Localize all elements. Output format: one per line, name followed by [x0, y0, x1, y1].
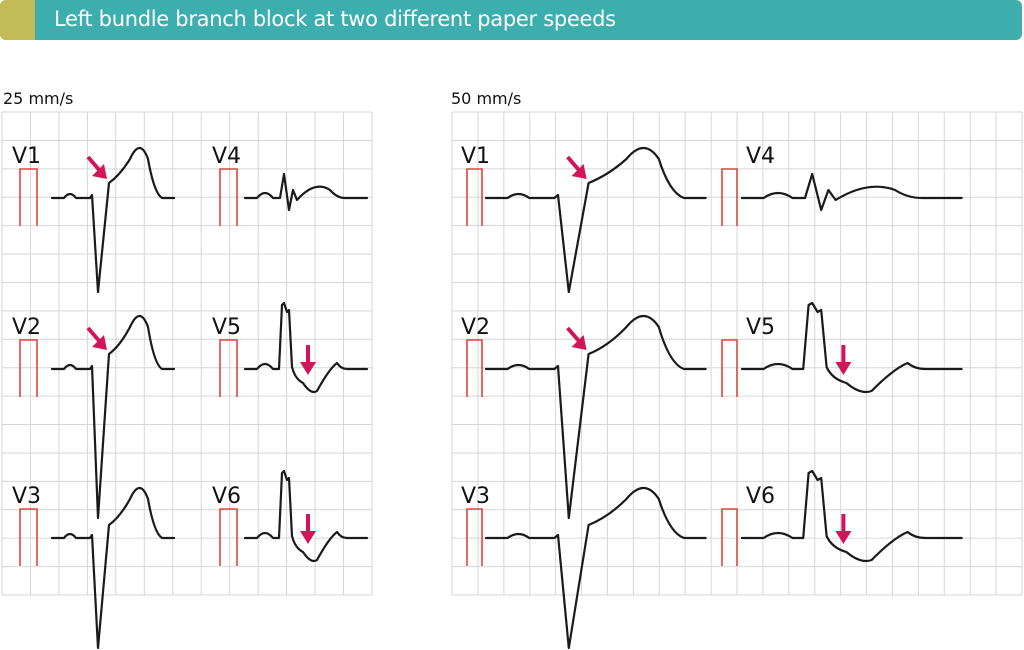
calibration-pulse: [466, 168, 483, 226]
calibration-pulse: [466, 339, 483, 397]
calibration-pulse: [19, 508, 38, 566]
panel-speed-label-50: 50 mm/s: [451, 89, 521, 108]
lead-V1-25: V1: [12, 144, 174, 292]
lead-label: V4: [746, 144, 775, 169]
calibration-pulse: [721, 339, 738, 397]
lead-V6-50: V6: [721, 471, 962, 566]
down-arrow-icon: [835, 514, 852, 544]
lead-V4-50: V4: [721, 144, 962, 226]
lead-label: V1: [461, 144, 490, 169]
calibration-pulse: [721, 168, 738, 226]
calibration-pulse: [19, 339, 38, 397]
lead-label: V6: [746, 484, 775, 509]
ecg-trace: [52, 148, 174, 292]
ecg-trace: [486, 316, 706, 518]
calibration-pulse: [466, 508, 483, 566]
ecg-trace: [742, 471, 962, 561]
lead-label: V4: [212, 144, 241, 169]
lead-label: V3: [461, 484, 490, 509]
calibration-pulse: [219, 339, 238, 397]
lead-label: V5: [746, 315, 775, 340]
lead-label: V1: [12, 144, 41, 169]
lead-label: V6: [212, 484, 241, 509]
down-arrow-icon: [300, 345, 316, 375]
lead-V5-50: V5: [721, 303, 962, 397]
ecg-trace: [52, 488, 174, 648]
down-arrow-icon: [300, 514, 316, 544]
ecg-trace: [486, 148, 706, 292]
lead-label: V2: [461, 315, 490, 340]
ecg-trace: [245, 303, 367, 392]
diagonal-arrow-icon: [566, 326, 587, 350]
lead-V5-25: V5: [212, 303, 367, 397]
panel-speed-label-25: 25 mm/s: [3, 89, 73, 108]
lead-V2-25: V2: [12, 315, 174, 518]
calibration-pulse: [219, 508, 238, 566]
calibration-pulse: [219, 168, 238, 226]
calibration-pulse: [19, 168, 38, 226]
lead-label: V5: [212, 315, 241, 340]
diagonal-arrow-icon: [566, 155, 587, 179]
banner-accent-tab: [0, 0, 35, 40]
ecg-trace: [486, 488, 706, 648]
lead-V2-50: V2: [461, 315, 706, 518]
lead-V4-25: V4: [212, 144, 367, 226]
lead-label: V3: [12, 484, 41, 509]
grid-25mm: [1, 111, 373, 596]
diagonal-arrow-icon: [86, 155, 107, 179]
down-arrow-icon: [835, 345, 852, 375]
ecg-trace: [52, 316, 174, 518]
lead-V3-25: V3: [12, 484, 174, 648]
diagonal-arrow-icon: [86, 326, 107, 350]
page-title: Left bundle branch block at two differen…: [54, 7, 616, 31]
lead-V1-50: V1: [461, 144, 706, 292]
ecg-trace: [742, 303, 962, 392]
lead-V3-50: V3: [461, 484, 706, 648]
ecg-trace: [742, 174, 962, 210]
ecg-trace: [245, 471, 367, 561]
lead-label: V2: [12, 315, 41, 340]
title-banner: Left bundle branch block at two differen…: [0, 0, 1022, 40]
ecg-trace: [245, 174, 367, 210]
calibration-pulse: [721, 508, 738, 566]
lead-V6-25: V6: [212, 471, 367, 566]
